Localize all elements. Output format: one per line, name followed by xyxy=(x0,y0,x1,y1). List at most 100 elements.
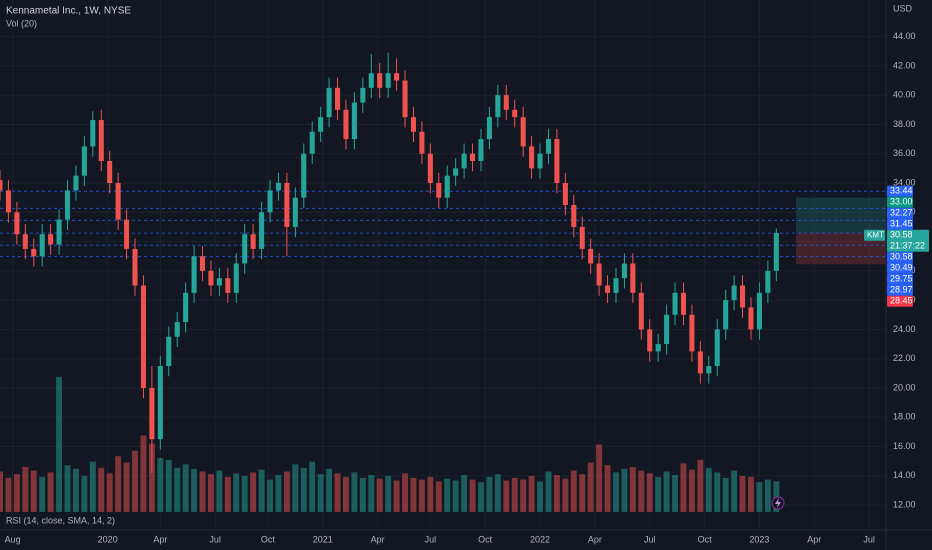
volume-bar xyxy=(140,435,147,512)
candle-body xyxy=(596,263,602,286)
volume-bar xyxy=(182,464,189,512)
volume-bar xyxy=(22,467,29,512)
candle-body xyxy=(351,102,357,140)
candle-body xyxy=(621,263,627,279)
candle-body xyxy=(503,95,509,110)
candle-body xyxy=(655,344,661,352)
volume-bar xyxy=(115,456,122,512)
candle-body xyxy=(773,233,779,271)
candle-body xyxy=(334,87,341,110)
candle-body xyxy=(225,278,231,293)
price-label: 31.45 xyxy=(890,219,913,229)
volume-bar xyxy=(697,459,704,512)
candle-body xyxy=(259,212,265,249)
volume-bar xyxy=(292,464,299,512)
volume-bar xyxy=(47,472,54,512)
volume-bar xyxy=(486,476,493,512)
candle-body xyxy=(157,366,163,440)
candle-body xyxy=(689,314,695,352)
chart-title: Kennametal Inc., 1W, NYSE xyxy=(6,6,131,17)
x-tick-label: Jul xyxy=(425,534,437,544)
volume-bar xyxy=(385,476,392,512)
x-tick-label: 2023 xyxy=(749,534,769,544)
candle-body xyxy=(672,292,678,315)
candle-body xyxy=(385,73,391,88)
y-tick-label: 38.00 xyxy=(893,119,916,129)
x-tick-label: Apr xyxy=(588,534,602,544)
volume-bar xyxy=(705,467,712,512)
volume-bar xyxy=(224,476,231,512)
currency: USD xyxy=(893,3,913,13)
price-label-bg xyxy=(887,284,913,296)
x-tick-label: 2021 xyxy=(313,534,333,544)
volume-bar xyxy=(368,475,375,512)
price-label: 28.45 xyxy=(890,296,913,306)
volume-bar xyxy=(562,478,569,512)
volume-bar xyxy=(309,461,316,512)
volume-bar xyxy=(5,477,12,512)
volume-bar xyxy=(132,450,138,512)
volume-bar xyxy=(731,470,738,512)
x-tick-label: Oct xyxy=(698,534,713,544)
price-label: 33.00 xyxy=(890,197,913,207)
candle-body xyxy=(613,278,619,293)
candle-body xyxy=(48,234,54,245)
volume-bar xyxy=(418,479,425,512)
candle-body xyxy=(470,153,476,162)
volume-bar xyxy=(520,479,527,512)
volume-bar xyxy=(123,462,130,512)
candle-body xyxy=(166,336,172,367)
x-tick-label: Aug xyxy=(5,534,21,544)
candle-body xyxy=(723,300,729,330)
volume-bar xyxy=(98,467,105,512)
volume-bar xyxy=(672,475,679,512)
last-price-bg xyxy=(887,229,929,252)
candle-body xyxy=(748,307,754,330)
volume-bar xyxy=(241,476,248,512)
x-tick-label: Jul xyxy=(209,534,221,544)
x-tick-label: Apr xyxy=(153,534,167,544)
replay-icon[interactable] xyxy=(775,498,781,508)
candle-body xyxy=(680,292,687,315)
price-label-bg xyxy=(887,262,913,274)
candle-body xyxy=(377,73,383,88)
candle-body xyxy=(22,234,28,249)
candle-body xyxy=(73,175,79,191)
candle-body xyxy=(410,117,416,132)
volume-bar xyxy=(646,473,653,512)
volume-bar xyxy=(655,476,662,512)
candle-body xyxy=(115,183,121,220)
candle-body xyxy=(284,183,290,227)
volume-bar xyxy=(72,468,79,512)
volume-bar xyxy=(250,472,257,512)
candle-body xyxy=(64,190,71,220)
volume-bar xyxy=(216,470,223,512)
candle-body xyxy=(427,153,433,184)
candle-body xyxy=(605,285,611,293)
volume-bar xyxy=(157,458,164,512)
volume-bar xyxy=(81,476,88,512)
y-tick-label: 42.00 xyxy=(893,60,916,70)
volume-bar xyxy=(503,480,510,512)
candle-body xyxy=(318,117,324,132)
candle-body xyxy=(208,270,214,286)
volume-bar xyxy=(461,475,468,512)
y-tick-label: 22.00 xyxy=(893,353,916,363)
volume-bar xyxy=(478,482,484,512)
candle-body xyxy=(478,139,484,162)
x-tick-label: 2022 xyxy=(530,534,550,544)
price-label: 33.44 xyxy=(890,186,913,196)
volume-bar xyxy=(267,479,273,512)
x-tick-label: 2020 xyxy=(98,534,118,544)
x-tick-label: Oct xyxy=(261,534,276,544)
candle-body xyxy=(520,117,526,147)
candle-body xyxy=(216,278,222,286)
volume-bar xyxy=(553,475,560,512)
candle-body xyxy=(242,234,248,264)
volume-bar xyxy=(528,476,535,512)
y-tick-label: 14.00 xyxy=(893,470,916,480)
volume-bar xyxy=(469,479,476,512)
